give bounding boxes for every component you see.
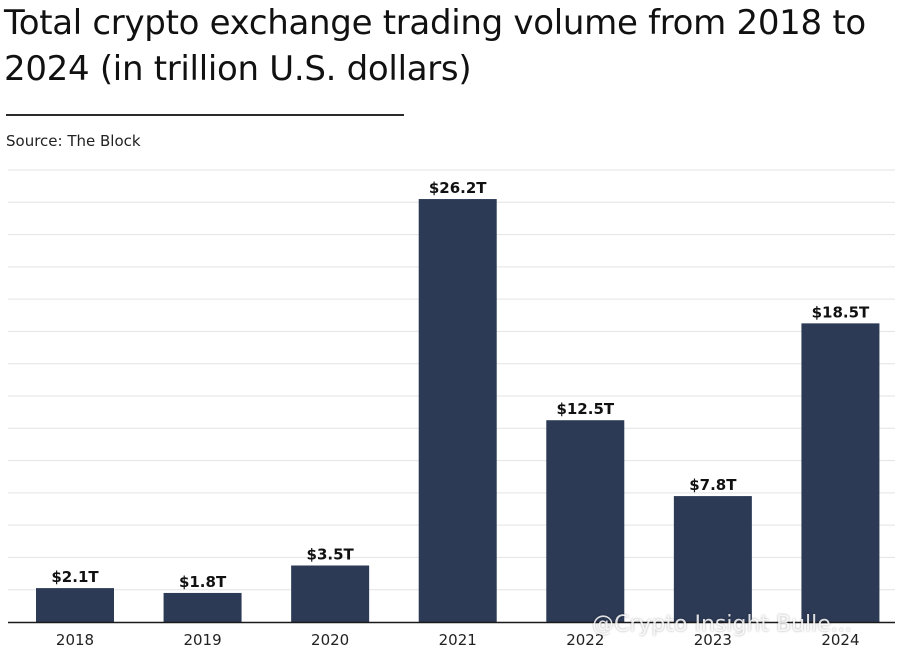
tick-label-2020: 2020 — [311, 631, 349, 649]
title-divider — [6, 114, 404, 116]
bar-2024 — [801, 323, 880, 622]
data-label-2020: $3.5T — [307, 546, 355, 564]
tick-label-2024: 2024 — [821, 631, 859, 649]
watermark-text: @Crypto Insight Bulle... — [592, 612, 852, 637]
data-label-2022: $12.5T — [556, 400, 614, 418]
data-label-2018: $2.1T — [51, 568, 99, 586]
data-label-2024: $18.5T — [812, 303, 870, 321]
bar-2021 — [418, 199, 497, 623]
tick-label-2021: 2021 — [439, 631, 477, 649]
tick-label-2018: 2018 — [56, 631, 94, 649]
chart-title: Total crypto exchange trading volume fro… — [4, 3, 866, 89]
data-label-2023: $7.8T — [689, 476, 737, 494]
data-labels: $2.1T $1.8T $3.5T $26.2T $12.5T $7.8T $18.5T — [51, 179, 870, 591]
source-note: Source: The Block — [6, 132, 141, 150]
bar-2019 — [163, 592, 242, 622]
bar-2023 — [673, 496, 752, 622]
x-axis-tick-labels: 2018 2019 2020 2021 2022 2023 2024 — [56, 631, 860, 649]
tick-label-2023: 2023 — [694, 631, 732, 649]
tick-label-2019: 2019 — [183, 631, 221, 649]
tick-label-2022: 2022 — [566, 631, 604, 649]
bar-2022 — [546, 420, 625, 622]
bar-2020 — [291, 565, 370, 622]
data-label-2019: $1.8T — [179, 573, 227, 591]
bars — [36, 199, 880, 623]
data-label-2021: $26.2T — [429, 179, 487, 197]
bar-2018 — [36, 588, 114, 622]
